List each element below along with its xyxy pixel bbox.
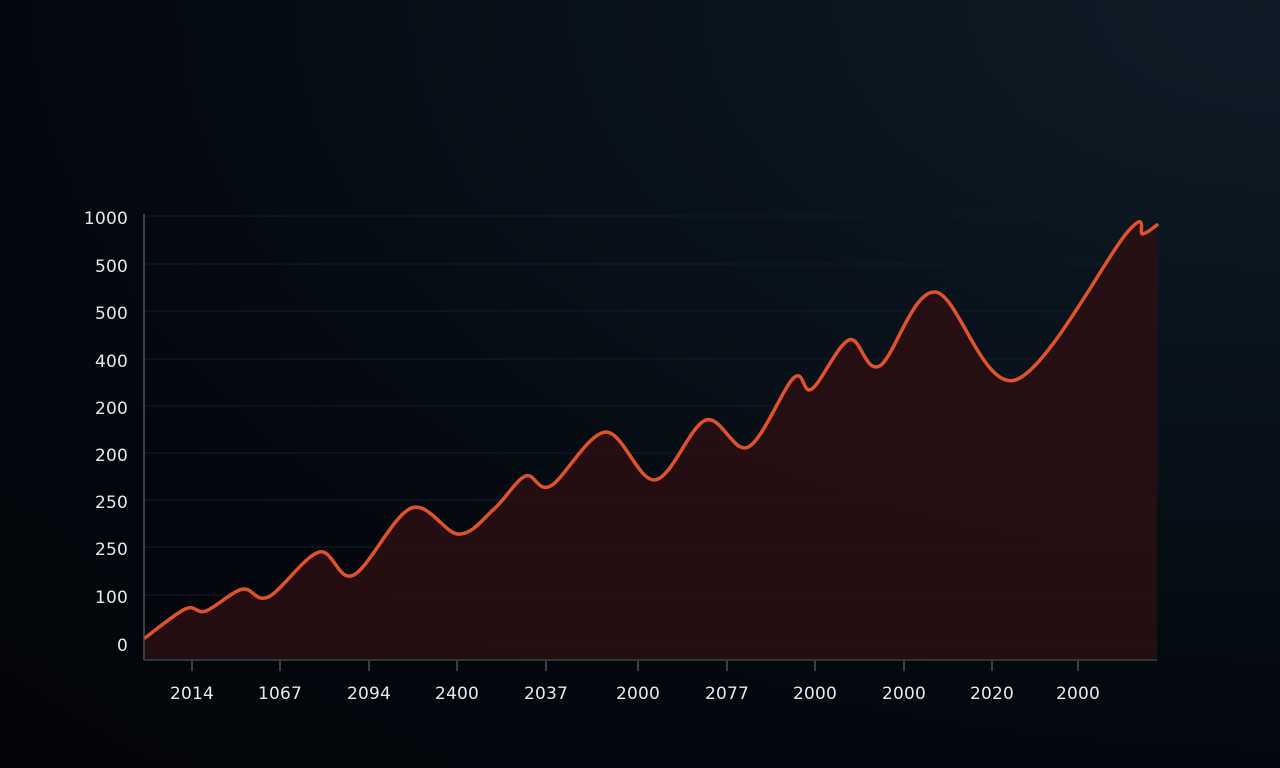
x-tick-label: 2000 [615,684,661,704]
x-tick-label: 2014 [169,684,215,704]
y-tick-label: 100 [94,588,128,608]
y-tick-label: 200 [94,446,128,466]
x-tick-label: 2037 [523,684,569,704]
y-tick-label: 250 [94,540,128,560]
y-tick-label: 500 [94,257,128,277]
x-tick-label: 2077 [704,684,750,704]
x-tick-label: 2000 [1055,684,1101,704]
y-tick-label: 0 [116,636,128,656]
x-tick-label: 2400 [434,684,480,704]
x-tick-label: 2000 [792,684,838,704]
x-tick-label: 1067 [257,684,303,704]
area-fill [145,221,1157,660]
data-line [143,220,1159,640]
x-tick-marks [191,661,1079,671]
x-tick-label: 2020 [969,684,1015,704]
y-tick-label: 500 [94,304,128,324]
y-tick-label: 250 [94,493,128,513]
x-tick-label: 2000 [881,684,927,704]
x-tick-label: 2094 [346,684,392,704]
y-tick-label: 400 [94,352,128,372]
y-tick-label: 200 [94,399,128,419]
y-tick-label: 1000 [83,209,128,229]
